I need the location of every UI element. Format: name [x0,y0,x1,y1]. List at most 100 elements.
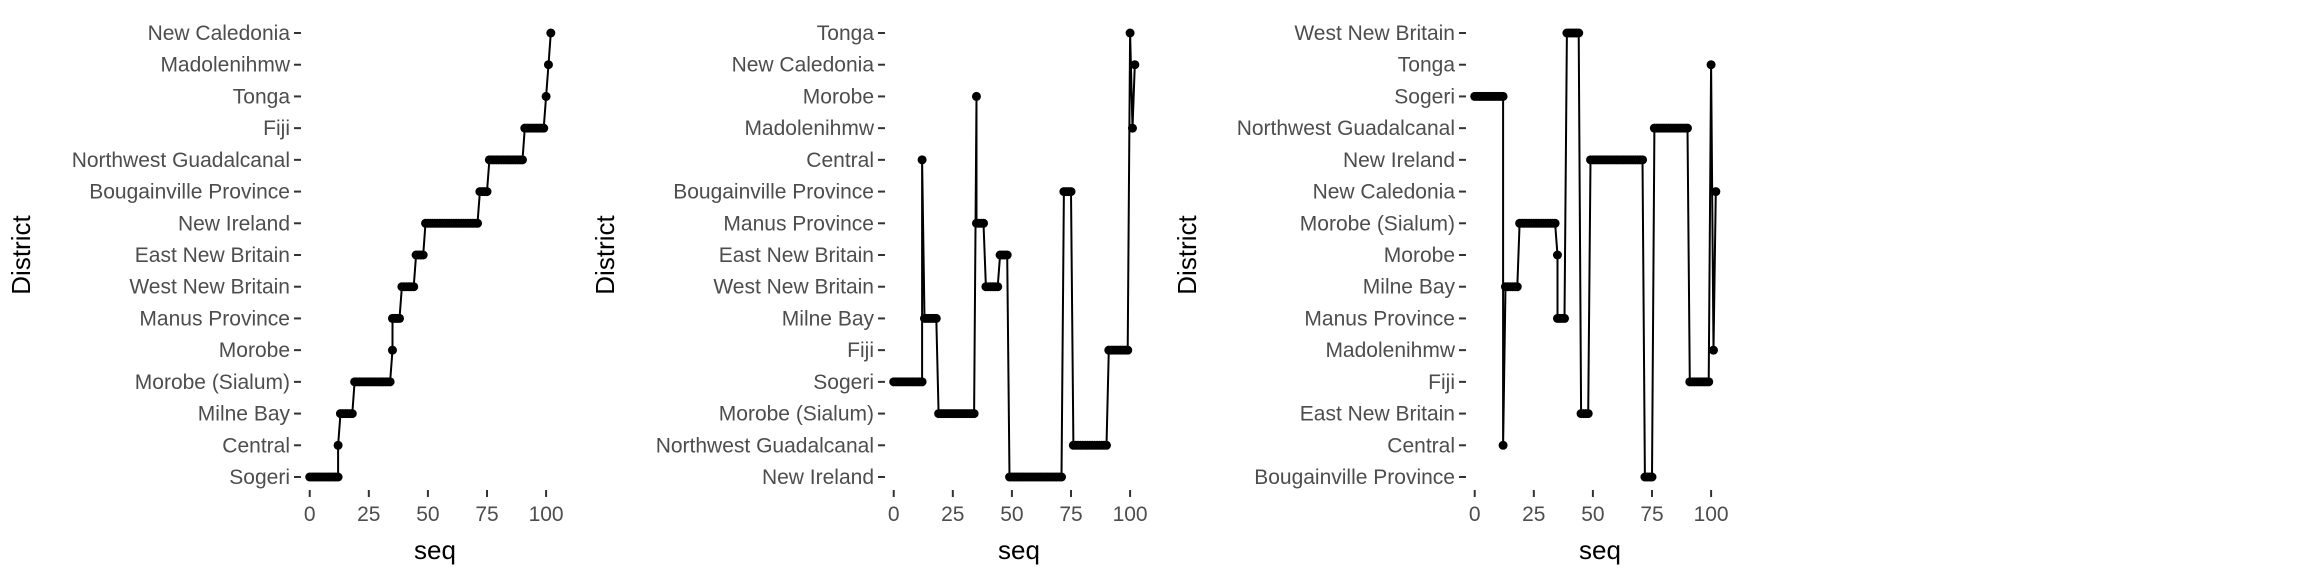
data-point [409,282,419,292]
y-tick-label: Madolenihmw [744,117,874,140]
y-tick-label: Tonga [817,22,875,45]
series-line [893,32,1136,478]
x-tick-label: 75 [1640,503,1663,526]
x-tick-label: 100 [1113,503,1148,526]
y-tick-label: New Caledonia [1313,181,1456,204]
x-tick-label: 0 [304,503,316,526]
x-tick-label: 75 [1059,503,1082,526]
y-tick-label: East New Britain [1300,403,1455,426]
data-point [993,282,1003,292]
data-point [1704,377,1714,387]
data-point [1560,313,1570,323]
y-tick-label: Manus Province [139,307,290,330]
y-tick-label: Milne Bay [198,403,291,426]
x-tick-label: 25 [357,503,380,526]
series-line [1474,32,1717,478]
data-point [1706,60,1716,70]
data-point [333,472,343,482]
y-tick-label: Morobe (Sialum) [719,403,874,426]
y-tick-label: Tonga [233,85,291,108]
data-point [1552,250,1562,260]
y-tick-label: Central [806,149,874,172]
y-tick-label: Bougainville Province [673,181,874,204]
x-axis-title: seq [998,535,1040,565]
data-point [1638,155,1648,165]
data-point [473,218,483,228]
y-tick-label: Fiji [263,117,290,140]
y-tick-label: Central [222,434,290,457]
y-tick-label: New Ireland [1343,149,1455,172]
y-axis-title: District [590,215,620,295]
y-tick-label: Bougainville Province [1254,466,1455,489]
data-point [385,377,395,387]
data-point [418,250,428,260]
y-tick-label: New Ireland [178,212,290,235]
y-axis-title: District [6,215,36,295]
y-tick-label: New Caledonia [732,54,875,77]
data-point [347,409,357,419]
y-tick-label: Morobe (Sialum) [1300,212,1455,235]
x-tick-label: 50 [1581,503,1604,526]
y-tick-label: East New Britain [719,244,874,267]
data-point [1550,218,1560,228]
panel-2: New Ireland Northwest Guadalcanal Morobe (… [590,22,1148,565]
data-point [546,28,556,38]
x-tick-label: 50 [1000,503,1023,526]
y-tick-label: Milne Bay [782,307,875,330]
data-point [1002,250,1012,260]
data-point [969,409,979,419]
y-tick-label: Northwest Guadalcanal [656,434,874,457]
data-point [1130,60,1140,70]
data-point [543,60,553,70]
y-tick-label: East New Britain [135,244,290,267]
x-tick-label: 25 [1522,503,1545,526]
y-tick-label: Morobe [1384,244,1455,267]
x-tick-label: 0 [1469,503,1481,526]
y-tick-label: Morobe [803,85,874,108]
y-tick-label: Sogeri [813,371,874,394]
y-tick-label: Central [1387,434,1455,457]
x-tick-label: 0 [888,503,900,526]
data-point [387,345,397,355]
x-tick-label: 25 [941,503,964,526]
y-tick-label: Morobe (Sialum) [135,371,290,394]
data-point [1583,409,1593,419]
data-point [1682,123,1692,133]
data-point [517,155,527,165]
y-tick-label: Manus Province [1304,307,1455,330]
y-tick-label: West New Britain [713,276,874,299]
x-tick-label: 75 [475,503,498,526]
series-line [309,32,552,478]
x-tick-label: 50 [416,503,439,526]
data-point [1127,123,1137,133]
data-point [971,91,981,101]
data-point [395,313,405,323]
data-point [541,91,551,101]
data-point [1647,472,1657,482]
y-tick-label: Sogeri [1394,85,1455,108]
y-tick-label: West New Britain [129,276,290,299]
data-point [931,313,941,323]
data-point [917,377,927,387]
data-point [1498,91,1508,101]
x-axis-title: seq [1579,535,1621,565]
panel-1: Sogeri Central Milne Bay Morobe (Sialum) Mor… [6,22,564,565]
data-point [979,218,989,228]
data-point [539,123,549,133]
y-tick-label: Northwest Guadalcanal [72,149,290,172]
y-tick-label: New Ireland [762,466,874,489]
y-tick-label: Madolenihmw [1325,339,1455,362]
x-tick-label: 100 [1694,503,1729,526]
data-point [1708,345,1718,355]
data-point [1512,282,1522,292]
data-point [1498,440,1508,450]
y-tick-label: Milne Bay [1363,276,1456,299]
y-tick-label: Bougainville Province [89,181,290,204]
data-point [333,440,343,450]
data-point [482,187,492,197]
data-point [1101,440,1111,450]
y-axis-title: District [1172,215,1202,295]
y-tick-label: New Caledonia [148,22,291,45]
y-tick-label: Fiji [847,339,874,362]
